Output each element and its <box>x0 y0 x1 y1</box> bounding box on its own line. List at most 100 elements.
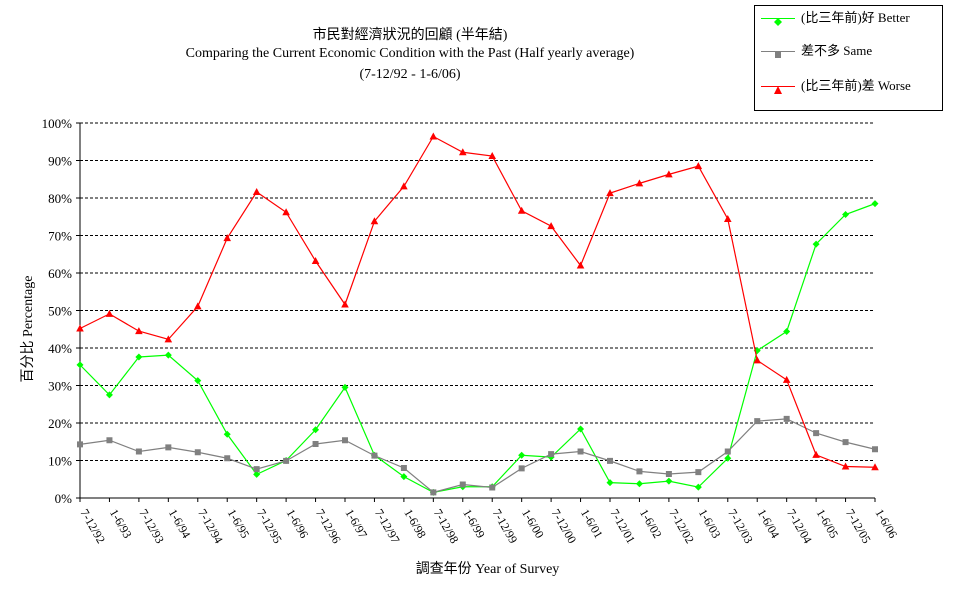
triangle-marker-icon <box>774 82 782 94</box>
x-tick-label: 7-12/04 <box>784 507 815 546</box>
x-tick-label: 1-6/06 <box>872 507 900 541</box>
data-point-diamond <box>694 483 702 491</box>
data-point-triangle <box>606 189 614 197</box>
data-point-square <box>253 466 260 473</box>
data-point-square <box>518 465 525 472</box>
data-point-diamond <box>783 328 791 335</box>
x-tick-label: 1-6/01 <box>578 507 606 541</box>
x-tick-label: 7-12/97 <box>372 507 403 546</box>
data-point-diamond <box>164 351 172 359</box>
data-point-diamond <box>341 383 349 391</box>
data-point-square <box>872 446 878 453</box>
y-tick-label: 30% <box>48 379 72 394</box>
legend-label-better: (比三年前)好 Better <box>801 10 910 25</box>
data-point-triangle <box>311 257 320 264</box>
x-tick-label: 7-12/95 <box>254 507 285 546</box>
data-point-triangle <box>252 188 261 195</box>
data-point-square <box>342 437 348 444</box>
data-point-triangle <box>547 222 555 230</box>
data-point-diamond <box>400 473 408 481</box>
data-point-triangle <box>517 206 526 214</box>
x-tick-label: 1-6/03 <box>696 507 724 541</box>
data-point-triangle <box>76 324 84 332</box>
x-tick-label: 7-12/98 <box>431 507 462 546</box>
data-point-triangle <box>576 261 585 269</box>
series-line-0 <box>79 203 876 494</box>
data-point-diamond <box>635 480 643 488</box>
data-point-triangle <box>694 162 703 170</box>
data-point-triangle <box>164 335 173 343</box>
x-tick-label: 7-12/01 <box>607 507 638 546</box>
x-tick-label: 7-12/03 <box>725 507 756 546</box>
data-point-square <box>754 418 761 425</box>
data-point-square <box>224 455 231 462</box>
legend-line-same <box>761 51 795 52</box>
x-tick-label: 1-6/04 <box>755 507 783 541</box>
data-point-diamond <box>253 470 261 478</box>
data-point-triangle <box>782 375 791 383</box>
data-point-triangle <box>665 170 673 178</box>
y-tick-label: 100% <box>42 116 73 131</box>
x-tick-label: 1-6/02 <box>637 507 665 541</box>
data-point-triangle <box>193 302 202 310</box>
data-point-triangle <box>458 148 467 156</box>
data-point-triangle <box>223 234 232 242</box>
x-tick-label: 7-12/96 <box>313 507 344 546</box>
data-point-triangle <box>282 208 290 216</box>
data-point-diamond <box>105 391 113 399</box>
y-tick-label: 20% <box>48 416 72 431</box>
data-point-square <box>577 448 584 455</box>
data-point-square <box>77 441 83 448</box>
legend-label-worse: (比三年前)差 Worse <box>801 78 911 93</box>
square-marker-icon <box>774 47 782 58</box>
x-tick-label: 1-6/05 <box>814 507 842 541</box>
data-point-triangle <box>400 182 408 190</box>
data-point-square <box>312 441 319 447</box>
x-tick-label: 7-12/92 <box>77 507 108 546</box>
x-tick-label: 1-6/93 <box>107 507 135 541</box>
y-tick-label: 0% <box>55 491 73 506</box>
x-tick-label: 1-6/94 <box>166 507 194 541</box>
chart-title-english: Comparing the Current Economic Condition… <box>185 46 635 61</box>
data-point-square <box>724 448 731 455</box>
data-point-triangle <box>871 463 879 471</box>
data-point-square <box>695 469 702 476</box>
data-point-triangle <box>841 462 850 470</box>
data-point-diamond <box>871 200 879 208</box>
data-point-square <box>459 481 466 488</box>
x-tick-label: 7-12/00 <box>549 507 580 546</box>
data-point-triangle <box>429 132 438 140</box>
data-point-diamond <box>724 454 732 462</box>
data-point-square <box>813 430 820 437</box>
data-point-square <box>165 444 172 451</box>
data-point-square <box>783 415 790 422</box>
data-point-triangle <box>105 309 114 317</box>
data-point-diamond <box>577 425 585 433</box>
x-tick-label: 1-6/98 <box>401 507 429 541</box>
data-point-square <box>548 451 555 458</box>
data-point-square <box>400 465 407 471</box>
y-tick-label: 80% <box>48 191 72 206</box>
chart-title-chinese: 市民對經濟狀況的回顧 (半年結) <box>312 28 508 43</box>
data-point-diamond <box>812 240 820 248</box>
data-point-square <box>371 452 378 459</box>
data-point-square <box>283 457 290 464</box>
x-tick-label: 1-6/95 <box>225 507 253 541</box>
y-tick-label: 60% <box>48 266 72 281</box>
diamond-marker-icon <box>774 14 782 26</box>
data-point-triangle <box>753 356 762 364</box>
data-point-diamond <box>312 426 320 434</box>
y-tick-label: 40% <box>48 341 72 356</box>
data-point-diamond <box>76 361 84 369</box>
x-tick-label: 7-12/05 <box>843 507 874 546</box>
data-point-diamond <box>135 353 143 361</box>
data-point-triangle <box>370 217 379 225</box>
x-tick-label: 7-12/02 <box>666 507 697 546</box>
data-point-square <box>489 484 496 491</box>
data-point-triangle <box>488 152 497 159</box>
series-line-1 <box>79 418 876 494</box>
data-point-square <box>607 457 613 464</box>
data-point-diamond <box>194 377 202 385</box>
data-point-square <box>636 468 643 475</box>
